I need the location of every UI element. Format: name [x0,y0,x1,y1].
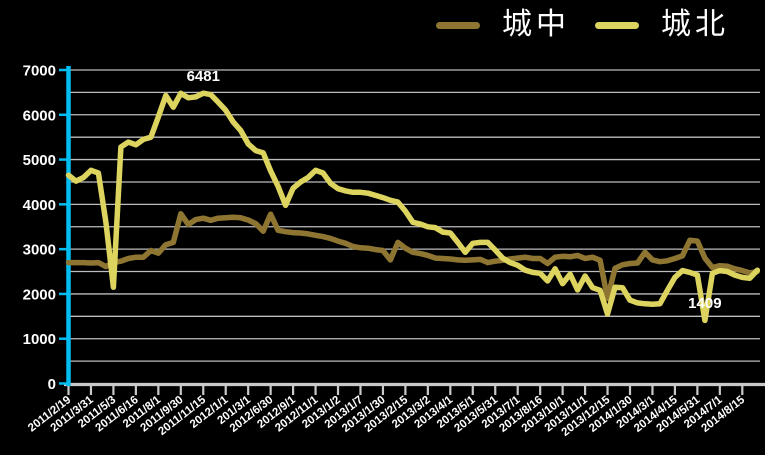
chart-legend: 城中 城北 [436,10,729,40]
chengzhong-line-swatch [436,21,480,29]
chengbei-line-swatch [595,21,639,29]
series-line-chengzhong [65,211,761,302]
y-axis-label: 3000 [23,242,56,259]
legend-item-chengbei: 城北 [595,10,729,40]
y-axis-label: 1000 [23,331,56,348]
y-axis-label: 0 [48,376,56,393]
y-axis-label: 7000 [23,63,56,80]
y-axis-label: 4000 [23,197,56,214]
peak-annotation: 6481 [186,68,220,86]
y-axis-label: 2000 [23,286,56,303]
y-axis-label: 6000 [23,107,56,124]
trough-annotation: 1409 [688,295,722,313]
legend-label-chengzhong: 城中 [502,8,570,41]
legend-item-chengzhong: 城中 [436,10,570,40]
y-axis-label: 5000 [23,152,56,169]
legend-label-chengbei: 城北 [661,8,729,41]
series-line-chengbei [65,90,761,324]
